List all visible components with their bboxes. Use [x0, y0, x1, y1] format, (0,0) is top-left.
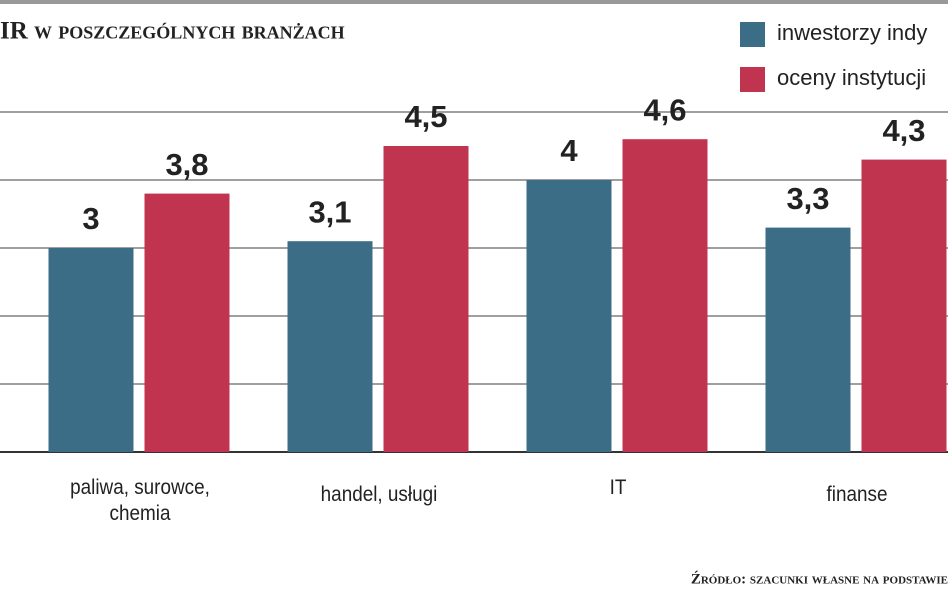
x-tick-label: finanse: [826, 483, 887, 506]
bar: [622, 139, 708, 452]
legend-label: oceny instytucji: [777, 65, 926, 90]
bar: [765, 227, 851, 452]
bar: [144, 193, 230, 452]
value-label: 3,3: [786, 181, 829, 216]
value-label: 3,1: [308, 194, 351, 229]
source: Źródło: szacunki własne na podstawie: [691, 570, 948, 587]
x-tick-label: paliwa, surowce, chemia: [69, 476, 210, 525]
x-tick-label: handel, usługi: [320, 483, 437, 506]
legend-swatch: [740, 22, 765, 47]
legend-swatch: [740, 67, 765, 92]
bar: [861, 159, 947, 452]
legend-label: inwestorzy indy: [777, 20, 927, 45]
value-label: 4,3: [882, 113, 925, 148]
value-label: 4: [560, 133, 578, 168]
top-rule: [0, 0, 948, 4]
chart-title: IR w poszczególnych branżach: [0, 18, 345, 45]
bar: [48, 248, 134, 452]
bar: [287, 241, 373, 452]
value-label: 4,6: [643, 92, 686, 127]
bar: [383, 146, 469, 452]
x-tick-label: IT: [609, 476, 626, 499]
value-label: 3: [82, 201, 99, 236]
value-label: 3,8: [165, 147, 208, 182]
value-label: 4,5: [404, 99, 447, 134]
bar: [526, 180, 612, 452]
